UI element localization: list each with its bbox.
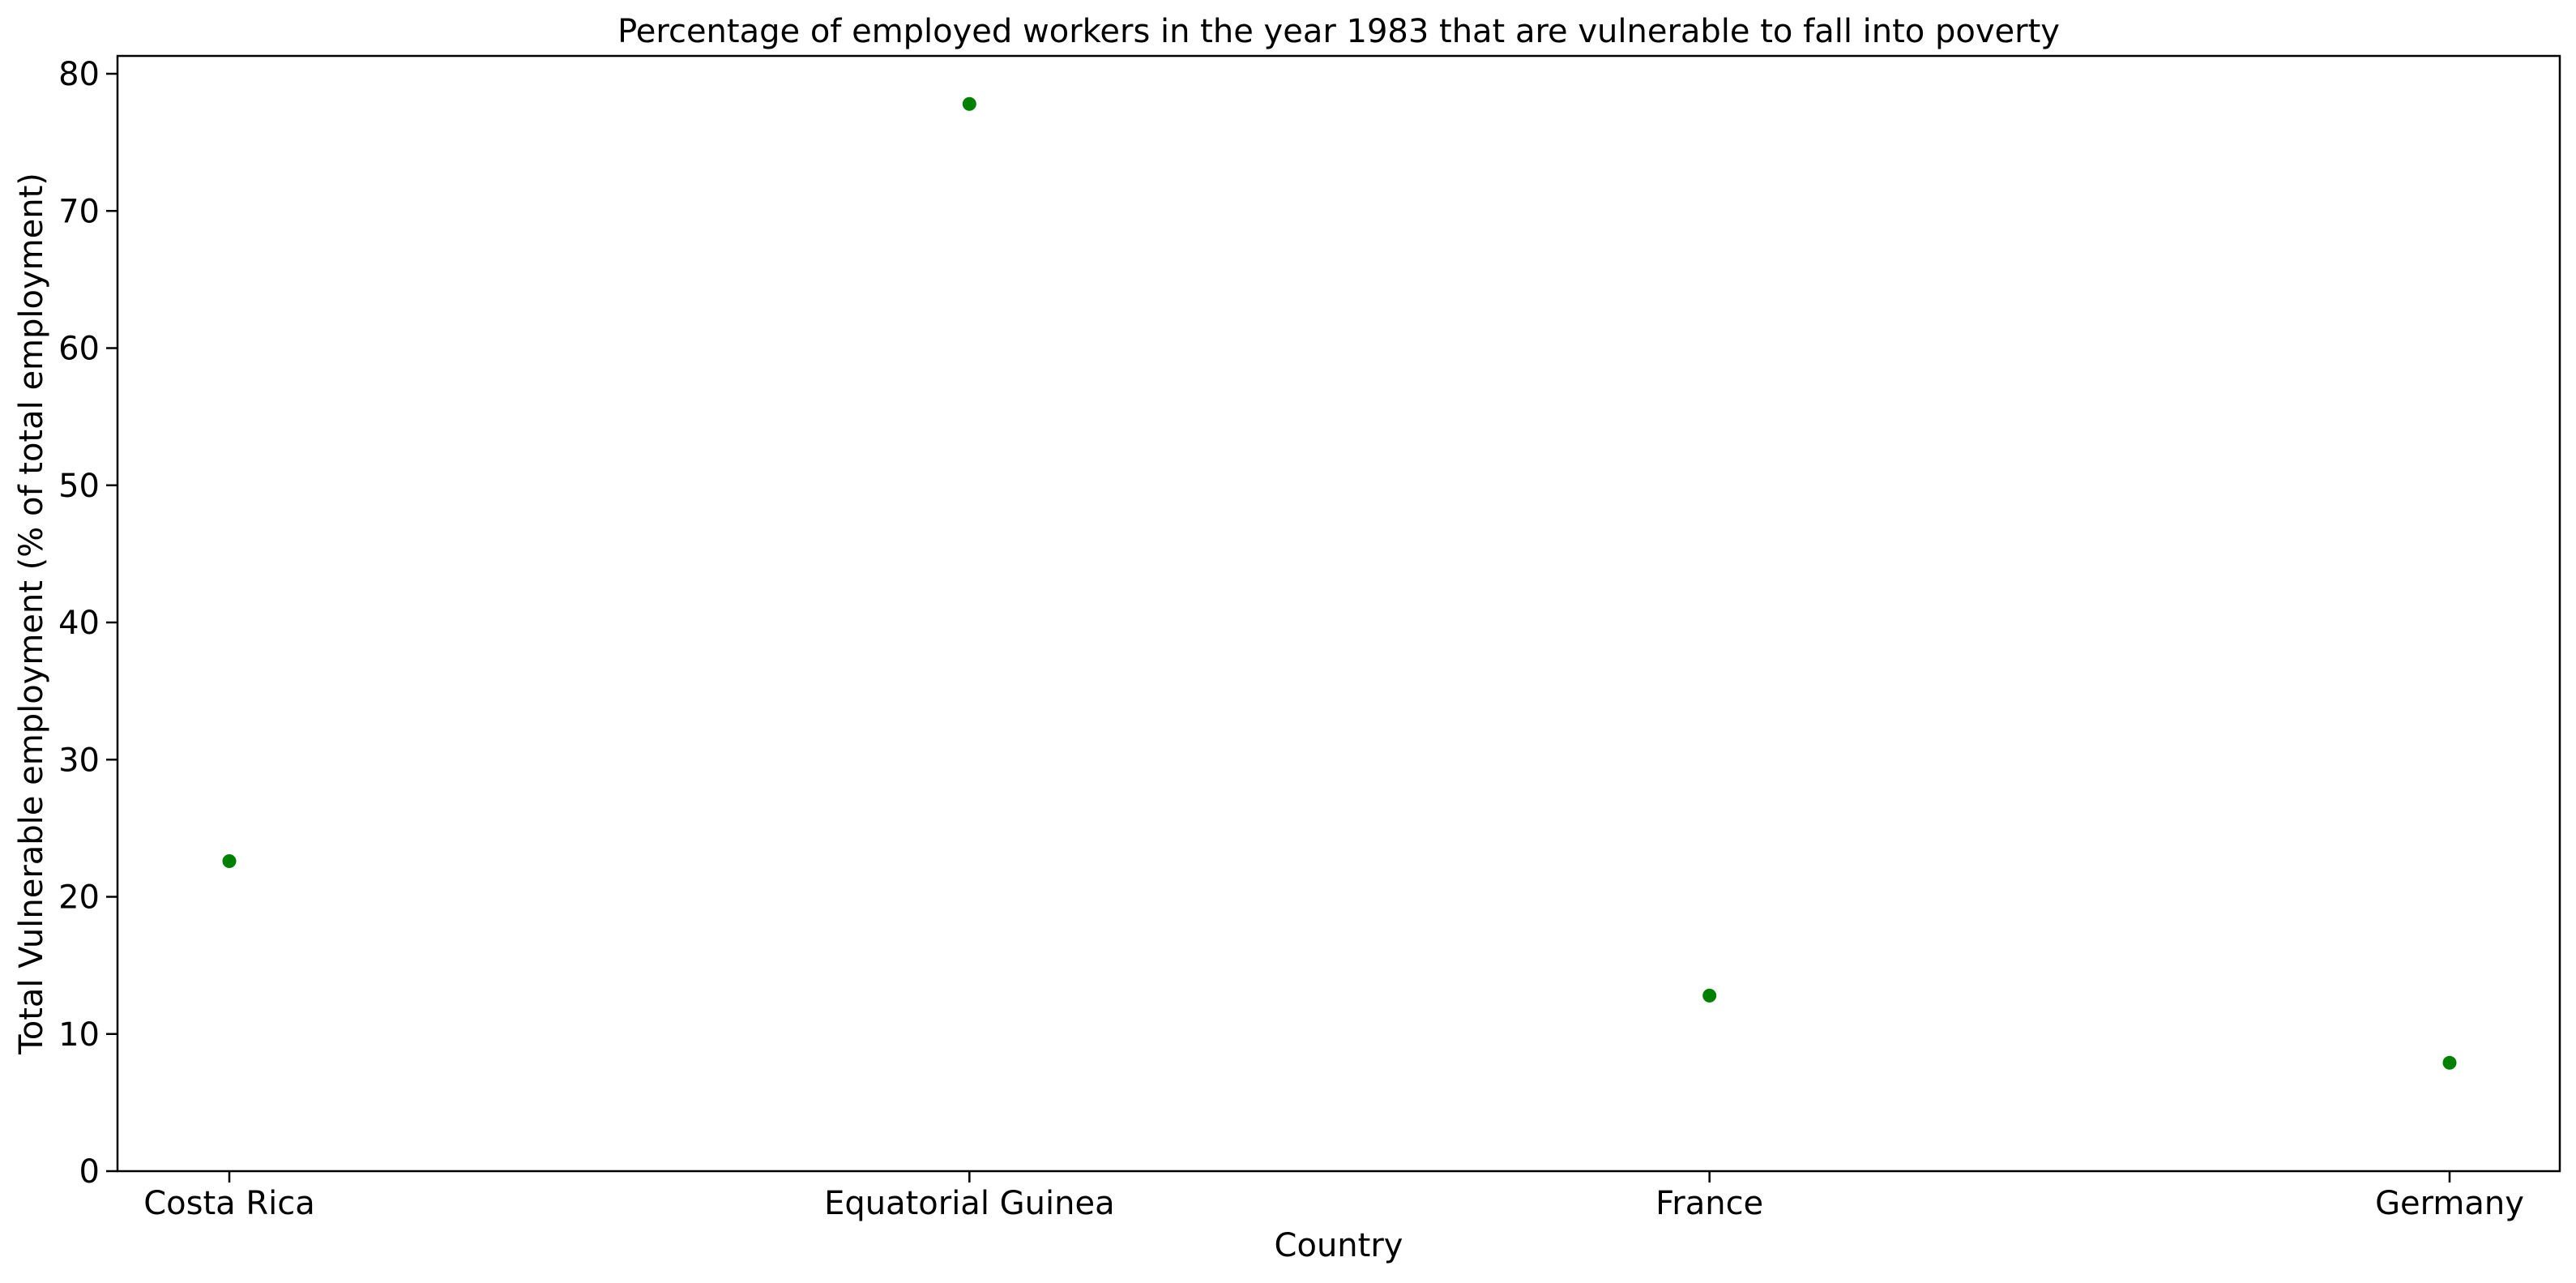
- y-axis-label: Total Vulnerable employment (% of total …: [13, 173, 50, 1055]
- y-tick-label: 50: [58, 468, 100, 505]
- data-point: [222, 853, 237, 868]
- data-points: [222, 96, 2457, 1070]
- y-tick-label: 0: [79, 1153, 100, 1191]
- y-axis: 0 10 20 30 40 50 60 70 80: [58, 56, 117, 1191]
- data-point: [1702, 988, 1717, 1003]
- x-tick-label: France: [1655, 1185, 1763, 1222]
- y-tick-label: 20: [58, 879, 100, 917]
- x-tick-label: Germany: [2375, 1185, 2524, 1222]
- x-tick-label: Equatorial Guinea: [824, 1185, 1115, 1222]
- data-point: [2442, 1055, 2457, 1070]
- chart-title: Percentage of employed workers in the ye…: [617, 13, 2060, 50]
- data-point: [962, 96, 976, 111]
- y-tick-label: 70: [58, 193, 100, 230]
- y-tick-label: 10: [58, 1016, 100, 1054]
- y-tick-label: 60: [58, 331, 100, 368]
- x-tick-label: Costa Rica: [143, 1185, 315, 1222]
- x-axis-label: Country: [1275, 1227, 1403, 1264]
- y-tick-label: 30: [58, 742, 100, 779]
- y-tick-label: 80: [58, 56, 100, 93]
- plot-frame: [116, 54, 2561, 1173]
- x-axis: Costa Rica Equatorial Guinea France Germany: [143, 1171, 2524, 1222]
- y-tick-label: 40: [58, 605, 100, 642]
